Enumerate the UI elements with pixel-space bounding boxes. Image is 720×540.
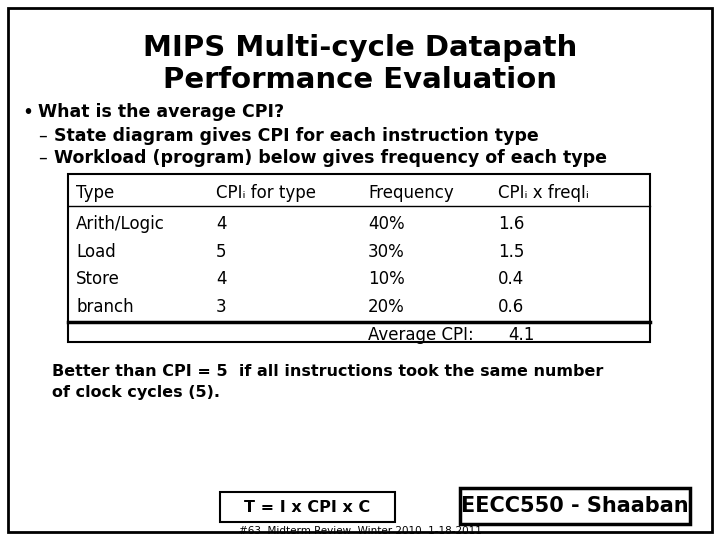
Text: Workload (program) below gives frequency of each type: Workload (program) below gives frequency… [54,149,607,167]
Text: 5: 5 [216,243,227,261]
Text: T = I x CPI x C: T = I x CPI x C [244,500,371,515]
Text: Type: Type [76,184,114,202]
Text: 0.6: 0.6 [498,298,524,316]
Bar [220,492,395,522]
Text: Arith/Logic: Arith/Logic [76,215,165,233]
Text: 4: 4 [216,215,227,233]
Text: 4.1: 4.1 [508,326,534,344]
Text: Average CPI:: Average CPI: [368,326,474,344]
Text: CPIᵢ for type: CPIᵢ for type [216,184,316,202]
Text: State diagram gives CPI for each instruction type: State diagram gives CPI for each instruc… [54,127,539,145]
Text: 30%: 30% [368,243,405,261]
Bar [460,488,690,524]
Text: What is the average CPI?: What is the average CPI? [38,103,284,121]
Text: 20%: 20% [368,298,405,316]
Text: –: – [38,149,47,167]
Text: 0.4: 0.4 [498,270,524,288]
Text: 1.5: 1.5 [498,243,524,261]
Text: 40%: 40% [368,215,405,233]
Text: Load: Load [76,243,116,261]
Text: 10%: 10% [368,270,405,288]
Text: 3: 3 [216,298,227,316]
Text: 4: 4 [216,270,227,288]
Text: branch: branch [76,298,134,316]
Bar [68,174,650,342]
Text: Store: Store [76,270,120,288]
Text: EECC550 - Shaaban: EECC550 - Shaaban [462,496,689,516]
Text: MIPS Multi-cycle Datapath: MIPS Multi-cycle Datapath [143,34,577,62]
Text: •: • [22,103,33,122]
Text: #63  Midterm Review  Winter 2010  1-18-2011: #63 Midterm Review Winter 2010 1-18-2011 [238,526,482,536]
Text: –: – [38,127,47,145]
Text: 1.6: 1.6 [498,215,524,233]
Text: Frequency: Frequency [368,184,454,202]
Text: Performance Evaluation: Performance Evaluation [163,66,557,94]
Text: Better than CPI = 5  if all instructions took the same number
of clock cycles (5: Better than CPI = 5 if all instructions … [52,364,603,400]
Text: CPIᵢ x freqIᵢ: CPIᵢ x freqIᵢ [498,184,589,202]
